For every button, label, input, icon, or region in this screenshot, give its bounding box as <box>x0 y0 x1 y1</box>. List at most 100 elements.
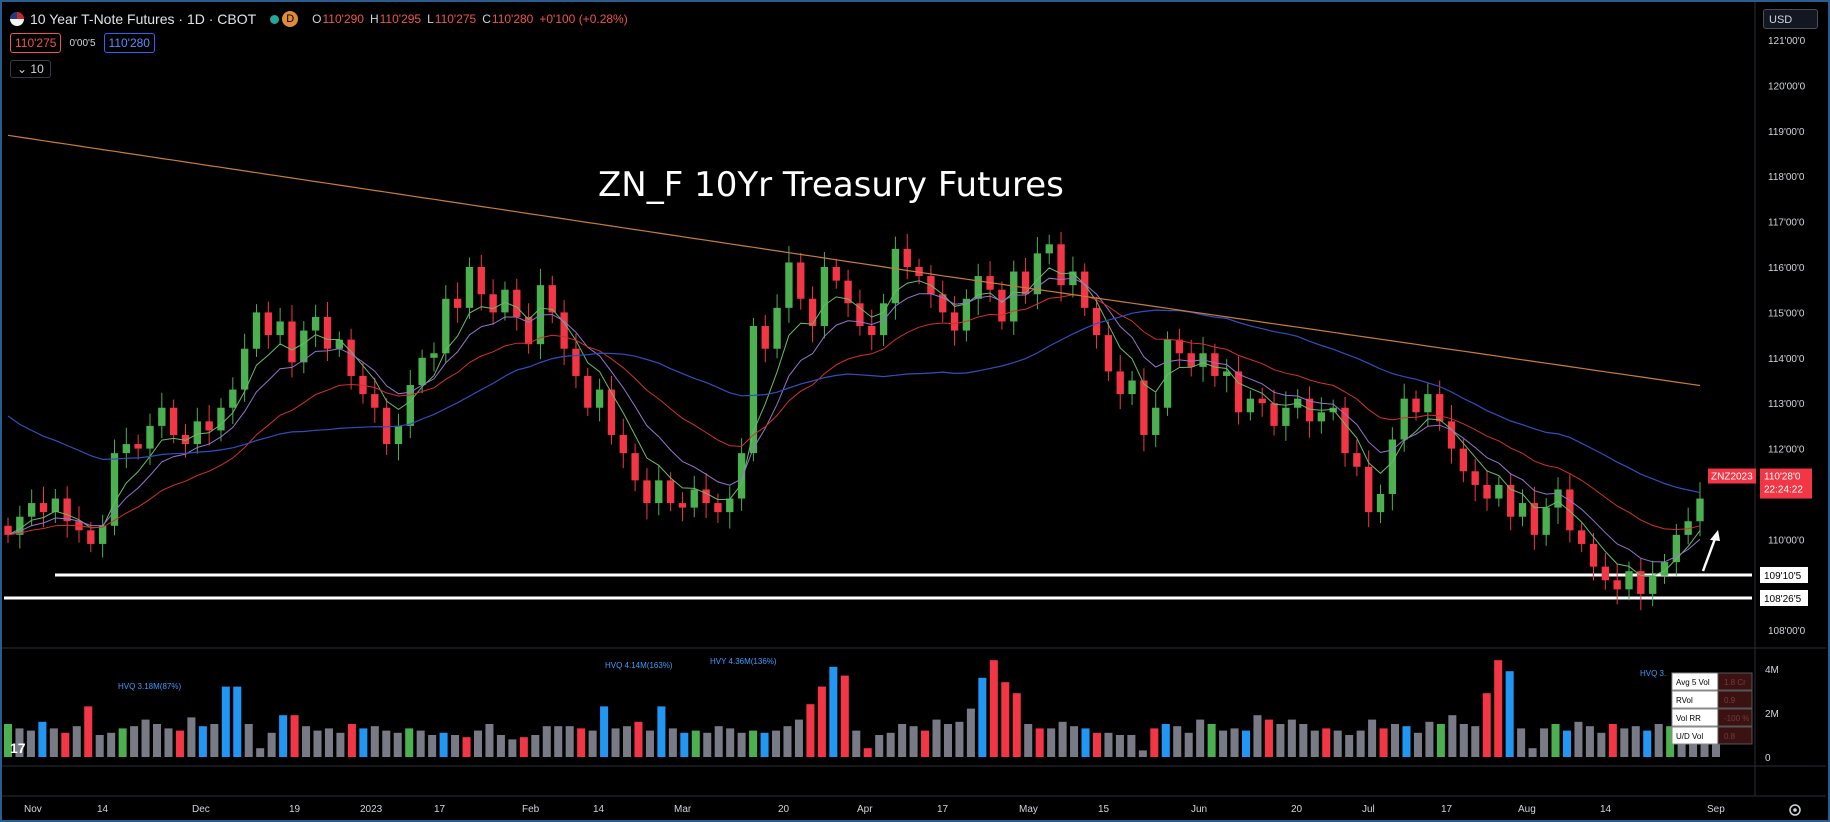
volume-bar[interactable] <box>370 726 379 757</box>
candle[interactable] <box>797 262 805 299</box>
volume-bar[interactable] <box>1459 724 1468 757</box>
volume-bar[interactable] <box>1540 728 1549 757</box>
volume-bar[interactable] <box>1654 724 1663 757</box>
volume-bar[interactable] <box>1402 726 1411 757</box>
volume-bar[interactable] <box>978 677 987 757</box>
volume-bar[interactable] <box>313 730 322 757</box>
volume-bar[interactable] <box>198 726 207 757</box>
volume-bar[interactable] <box>1024 724 1033 757</box>
candle[interactable] <box>1246 398 1255 413</box>
candle[interactable] <box>856 303 864 327</box>
volume-bar[interactable] <box>1081 728 1090 757</box>
candle[interactable] <box>1010 271 1018 322</box>
volume-bar[interactable] <box>279 715 288 757</box>
buy-button[interactable]: 110'280 <box>103 33 155 53</box>
volume-bar[interactable] <box>49 728 58 757</box>
candle[interactable] <box>737 453 746 499</box>
volume-bar[interactable] <box>577 728 586 757</box>
volume-bar[interactable] <box>1047 728 1056 757</box>
volume-bar[interactable] <box>1104 732 1113 757</box>
candle[interactable] <box>1554 489 1562 508</box>
volume-bar[interactable] <box>416 730 425 757</box>
volume-bar[interactable] <box>1230 728 1239 757</box>
volume-bar[interactable] <box>1070 726 1079 757</box>
candle[interactable] <box>749 326 758 454</box>
volume-bar[interactable] <box>1264 719 1273 757</box>
volume-bar[interactable] <box>909 726 918 757</box>
candle[interactable] <box>868 326 876 336</box>
volume-bar[interactable] <box>1471 726 1480 757</box>
candle[interactable] <box>1447 421 1456 449</box>
candle[interactable] <box>879 303 888 336</box>
volume-bar[interactable] <box>1253 715 1262 757</box>
candle[interactable] <box>51 498 59 513</box>
candle[interactable] <box>181 434 190 445</box>
candle[interactable] <box>1400 398 1408 440</box>
candle[interactable] <box>87 530 95 544</box>
volume-bar[interactable] <box>852 730 861 757</box>
candle[interactable] <box>122 444 130 454</box>
candle[interactable] <box>678 503 687 508</box>
candle[interactable] <box>1613 580 1621 590</box>
candle[interactable] <box>1660 562 1669 576</box>
candle[interactable] <box>1021 271 1030 295</box>
volume-bar[interactable] <box>737 732 746 757</box>
volume-bar[interactable] <box>347 724 356 757</box>
volume-bar[interactable] <box>496 735 505 757</box>
candle[interactable] <box>347 339 355 376</box>
candle[interactable] <box>1282 407 1290 426</box>
candle[interactable] <box>1175 339 1184 354</box>
volume-bar[interactable] <box>187 717 196 757</box>
volume-bar[interactable] <box>943 724 952 757</box>
volume-bar[interactable] <box>703 732 712 757</box>
volume-bar[interactable] <box>645 730 654 757</box>
volume-bar[interactable] <box>863 748 872 757</box>
volume-bar[interactable] <box>84 706 93 757</box>
volume-bar[interactable] <box>1356 730 1365 757</box>
volume-bar[interactable] <box>1551 724 1560 757</box>
candle[interactable] <box>1483 484 1491 499</box>
candle[interactable] <box>832 267 840 281</box>
volume-bar[interactable] <box>634 721 643 757</box>
volume-bar[interactable] <box>989 660 998 757</box>
candle[interactable] <box>1495 484 1503 499</box>
candle[interactable] <box>572 348 580 376</box>
volume-bar[interactable] <box>451 735 460 757</box>
volume-bar[interactable] <box>772 730 781 757</box>
candle[interactable] <box>1033 253 1042 295</box>
volume-bar[interactable] <box>966 708 975 757</box>
volume-bar[interactable] <box>1608 724 1617 757</box>
candle[interactable] <box>773 307 781 349</box>
volume-bar[interactable] <box>806 704 815 757</box>
candle[interactable] <box>382 407 391 445</box>
candle[interactable] <box>939 294 947 313</box>
volume-bar[interactable] <box>1413 732 1422 757</box>
volume-bar[interactable] <box>1150 728 1159 757</box>
candle[interactable] <box>808 298 817 327</box>
candle[interactable] <box>1045 244 1053 254</box>
candle[interactable] <box>1471 471 1479 485</box>
trend-arrow-line[interactable] <box>1701 535 1718 572</box>
candle[interactable] <box>1258 398 1266 404</box>
candle[interactable] <box>1128 380 1136 395</box>
volume-bar[interactable] <box>1310 730 1319 757</box>
candle[interactable] <box>1223 371 1231 376</box>
volume-bar[interactable] <box>1276 724 1285 757</box>
candle[interactable] <box>394 425 403 445</box>
candle[interactable] <box>1140 380 1148 435</box>
volume-bar[interactable] <box>1368 719 1377 757</box>
volume-bar[interactable] <box>1643 730 1652 757</box>
volume-bar[interactable] <box>519 737 528 757</box>
candle[interactable] <box>217 407 225 431</box>
volume-bar[interactable] <box>921 730 930 757</box>
candle[interactable] <box>252 312 261 349</box>
candle[interactable] <box>891 248 900 304</box>
candle[interactable] <box>264 312 272 336</box>
candle[interactable] <box>1459 448 1468 472</box>
candle[interactable] <box>1412 398 1420 413</box>
volume-bar[interactable] <box>600 706 609 757</box>
volume-bar[interactable] <box>1528 748 1537 757</box>
candle[interactable] <box>489 294 497 313</box>
volume-bar[interactable] <box>1574 721 1583 757</box>
volume-bar[interactable] <box>462 737 471 757</box>
